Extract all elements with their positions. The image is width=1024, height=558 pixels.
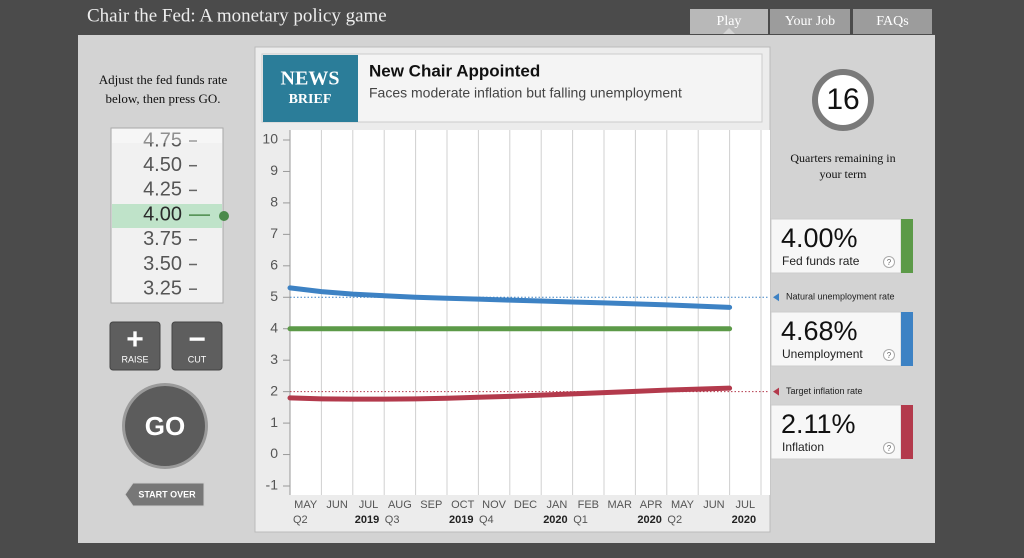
rate-option: 3.25: [143, 277, 182, 299]
help-label: ?: [887, 351, 892, 360]
reference-label: Natural unemployment rate: [786, 292, 895, 302]
y-tick-label: 9: [270, 162, 278, 178]
rate-option: 3.50: [143, 253, 182, 275]
stat-card: [770, 218, 902, 274]
start-over-button[interactable]: [124, 482, 205, 507]
tab[interactable]: [853, 9, 932, 34]
x-quarter-label: Q3: [385, 514, 400, 526]
help-icon[interactable]: [883, 256, 895, 268]
rate-button[interactable]: [109, 321, 161, 371]
rate-option: 4.25: [143, 179, 182, 201]
x-tick-label: MAY: [671, 499, 695, 511]
x-year-label: 2020: [732, 514, 756, 526]
reference-label: Target inflation rate: [786, 386, 863, 396]
x-tick-label: AUG: [388, 499, 412, 511]
tab-label: Your Job: [785, 14, 835, 29]
x-tick-label: JUL: [736, 499, 756, 511]
reference-arrow: [773, 387, 779, 396]
stat-card-bar: [901, 219, 913, 273]
tab-label: Play: [717, 14, 742, 29]
x-tick-label: DEC: [514, 499, 537, 511]
y-tick-label: 4: [270, 319, 278, 335]
x-tick-label: MAY: [294, 499, 318, 511]
dial-pointer: [219, 211, 229, 221]
stat-card-bar: [901, 312, 913, 366]
tab-label: FAQs: [876, 14, 908, 29]
instructions: Adjust the fed funds rate below, then pr…: [98, 72, 228, 106]
y-tick-label: 8: [270, 194, 278, 210]
x-year-label: 2019: [449, 514, 473, 526]
series-line: [287, 385, 733, 402]
x-tick-label: APR: [640, 499, 663, 511]
x-tick-label: JUN: [326, 499, 347, 511]
y-tick-label: 0: [270, 445, 278, 461]
y-tick-label: 2: [270, 382, 278, 398]
x-tick-label: MAR: [607, 499, 632, 511]
y-tick-label: -1: [266, 477, 279, 493]
y-tick-label: 7: [270, 225, 278, 241]
tab-pointer: [723, 28, 735, 34]
button-icon: −: [188, 323, 206, 356]
reference-arrow: [773, 293, 779, 302]
stat-label: Fed funds rate: [782, 254, 860, 268]
rate-option: 4.50: [143, 154, 182, 176]
x-quarter-label: Q1: [573, 514, 588, 526]
x-quarter-label: Q2: [667, 514, 682, 526]
go-button[interactable]: [125, 386, 205, 466]
stat-card: [770, 404, 902, 460]
x-tick-label: OCT: [451, 499, 475, 511]
y-tick-label: 5: [270, 288, 278, 304]
news-headline: New Chair Appointed: [369, 61, 540, 80]
rate-option: 3.75: [143, 228, 182, 250]
x-tick-label: NOV: [482, 499, 507, 511]
news-subtitle: Faces moderate inflation but falling une…: [369, 85, 682, 101]
y-tick-label: 3: [270, 351, 278, 367]
x-year-label: 2020: [637, 514, 661, 526]
y-tick-label: 10: [262, 131, 278, 147]
rate-button[interactable]: [171, 321, 223, 371]
stat-card-bar: [901, 405, 913, 459]
x-tick-label: JAN: [547, 499, 568, 511]
start-over-label: START OVER: [138, 489, 196, 499]
x-quarter-label: Q2: [293, 514, 308, 526]
x-tick-label: JUL: [359, 499, 379, 511]
stat-value: 4.00%: [781, 223, 858, 253]
news-badge: [263, 55, 358, 122]
x-tick-label: FEB: [578, 499, 599, 511]
x-quarter-label: Q4: [479, 514, 494, 526]
news-badge-top: NEWS: [281, 68, 340, 90]
help-icon[interactable]: [883, 349, 895, 361]
tab[interactable]: [770, 9, 850, 34]
y-tick-label: 6: [270, 257, 278, 273]
app-title: Chair the Fed: A monetary policy game: [87, 5, 387, 26]
button-label: RAISE: [121, 354, 148, 364]
button-label: CUT: [188, 354, 207, 364]
y-tick-label: 1: [270, 414, 278, 430]
button-icon: +: [126, 323, 144, 356]
help-label: ?: [887, 258, 892, 267]
stat-label: Unemployment: [782, 347, 863, 361]
stat-value: 2.11%: [781, 409, 856, 439]
rate-option: 4.00: [143, 203, 182, 225]
x-year-label: 2020: [543, 514, 567, 526]
rate-option: 4.75: [143, 129, 182, 151]
series-line: [287, 285, 733, 310]
x-tick-label: JUN: [703, 499, 724, 511]
quarters-remaining: 16: [826, 83, 859, 116]
help-icon[interactable]: [883, 442, 895, 454]
x-year-label: 2019: [355, 514, 379, 526]
go-label: GO: [145, 411, 185, 441]
help-label: ?: [887, 444, 892, 453]
news-badge-bottom: BRIEF: [289, 92, 332, 107]
stat-label: Inflation: [782, 440, 824, 454]
plot-area: [290, 130, 770, 495]
dial-shade-top: [112, 129, 222, 143]
quarters-label: Quarters remaining in your term: [790, 151, 896, 181]
x-tick-label: SEP: [420, 499, 442, 511]
quarters-ring: [812, 69, 874, 131]
stat-value: 4.68%: [781, 316, 858, 346]
dial-selected-band: [112, 204, 222, 228]
